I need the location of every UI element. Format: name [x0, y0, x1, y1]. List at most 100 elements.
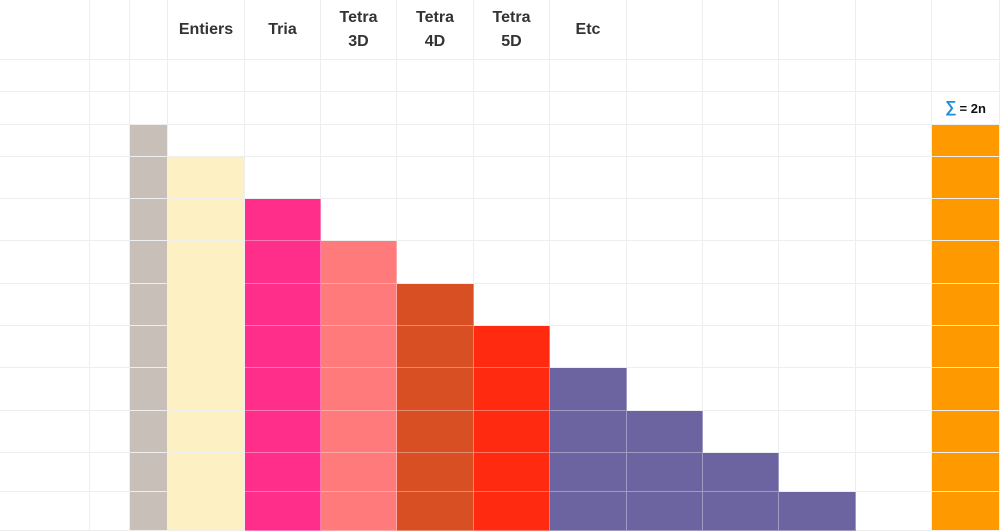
- grid-cell: [90, 0, 130, 60]
- row-label: [0, 492, 90, 531]
- value-cell: [245, 326, 321, 368]
- grid-cell: [779, 453, 856, 492]
- row-arrow[interactable]: [856, 492, 932, 531]
- grid-cell: [321, 125, 397, 157]
- row-sum: [932, 326, 1000, 368]
- row-label: [0, 157, 90, 199]
- value-cell: [321, 368, 397, 411]
- row-sum: [932, 157, 1000, 199]
- row-arrow[interactable]: [856, 125, 932, 157]
- row-index: [90, 453, 130, 492]
- value-cell: [474, 492, 550, 531]
- column-marker: [474, 125, 550, 157]
- row-arrow[interactable]: [856, 368, 932, 411]
- grid-cell: [627, 125, 703, 157]
- row-index: [90, 125, 130, 157]
- value-cell: [130, 453, 168, 492]
- value-cell: [245, 284, 321, 326]
- value-cell: [168, 284, 245, 326]
- row-index: [90, 492, 130, 531]
- value-cell: [245, 411, 321, 453]
- value-cell: [130, 284, 168, 326]
- value-cell: [397, 368, 474, 411]
- column-header-top: Tetra 3D: [321, 0, 397, 60]
- grid-cell: [245, 157, 321, 199]
- value-cell: [703, 453, 779, 492]
- grid-cell: [627, 0, 703, 60]
- value-cell: [130, 157, 168, 199]
- grid-cell: [321, 199, 397, 241]
- grid-cell: [550, 284, 627, 326]
- value-cell: [397, 326, 474, 368]
- value-cell: [245, 368, 321, 411]
- value-cell: [321, 453, 397, 492]
- column-header-line: Entiers: [178, 20, 234, 38]
- grid-cell: [550, 241, 627, 284]
- value-cell: [779, 492, 856, 531]
- grid-cell: [703, 0, 779, 60]
- grid-cell: [779, 368, 856, 411]
- grid-cell: [397, 199, 474, 241]
- grid-cell: [130, 0, 168, 60]
- column-marker: [474, 284, 550, 326]
- row-arrow[interactable]: [856, 157, 932, 199]
- value-cell: [130, 241, 168, 284]
- grid-cell: [703, 125, 779, 157]
- grid-cell: [856, 0, 932, 60]
- grid-cell: [90, 60, 130, 92]
- value-cell: [397, 411, 474, 453]
- row-arrow[interactable]: [856, 326, 932, 368]
- row-arrow[interactable]: [856, 284, 932, 326]
- grid-cell: [703, 326, 779, 368]
- row-index: [90, 411, 130, 453]
- row-sum: [932, 368, 1000, 411]
- column-header-top: Tetra 4D: [397, 0, 474, 60]
- row-label: [0, 411, 90, 453]
- row-arrow[interactable]: [856, 241, 932, 284]
- grid-cell: [703, 411, 779, 453]
- grid-cell: [703, 92, 779, 125]
- grid-cell: [550, 157, 627, 199]
- grid-cell: [627, 60, 703, 92]
- grid-cell: [703, 241, 779, 284]
- row-sum: [932, 241, 1000, 284]
- value-cell: [168, 411, 245, 453]
- row-sum: [932, 492, 1000, 531]
- grid-cell: [856, 60, 932, 92]
- column-header-line: Tria: [268, 20, 297, 38]
- grid-cell: [0, 0, 90, 60]
- grid-cell: [779, 411, 856, 453]
- value-cell: [245, 199, 321, 241]
- grid-cell: [856, 92, 932, 125]
- column-header-line: 5D: [501, 32, 522, 50]
- value-cell: [245, 492, 321, 531]
- row-label: [0, 199, 90, 241]
- value-cell: [550, 411, 627, 453]
- grid-cell: [779, 199, 856, 241]
- value-cell: [130, 492, 168, 531]
- value-cell: [130, 368, 168, 411]
- row-arrow[interactable]: [856, 411, 932, 453]
- approx-symbol: [245, 60, 321, 92]
- value-cell: [397, 284, 474, 326]
- row-index: [90, 284, 130, 326]
- value-cell: [168, 326, 245, 368]
- column-header-top: Entiers: [168, 0, 245, 60]
- row-arrow[interactable]: [856, 199, 932, 241]
- row-index: [90, 326, 130, 368]
- grid-cell: [550, 199, 627, 241]
- value-cell: [321, 241, 397, 284]
- value-cell: [168, 368, 245, 411]
- column-header-top: Etc: [550, 0, 627, 60]
- grid-cell: [627, 157, 703, 199]
- row-sum: [932, 411, 1000, 453]
- value-cell: [321, 492, 397, 531]
- grid-cell: [703, 60, 779, 92]
- value-cell: [321, 284, 397, 326]
- column-name-header: [397, 92, 474, 125]
- row-arrow[interactable]: [856, 453, 932, 492]
- grid-cell: [550, 326, 627, 368]
- grid-cell: [130, 60, 168, 92]
- sum-formula: = 2n: [959, 100, 986, 116]
